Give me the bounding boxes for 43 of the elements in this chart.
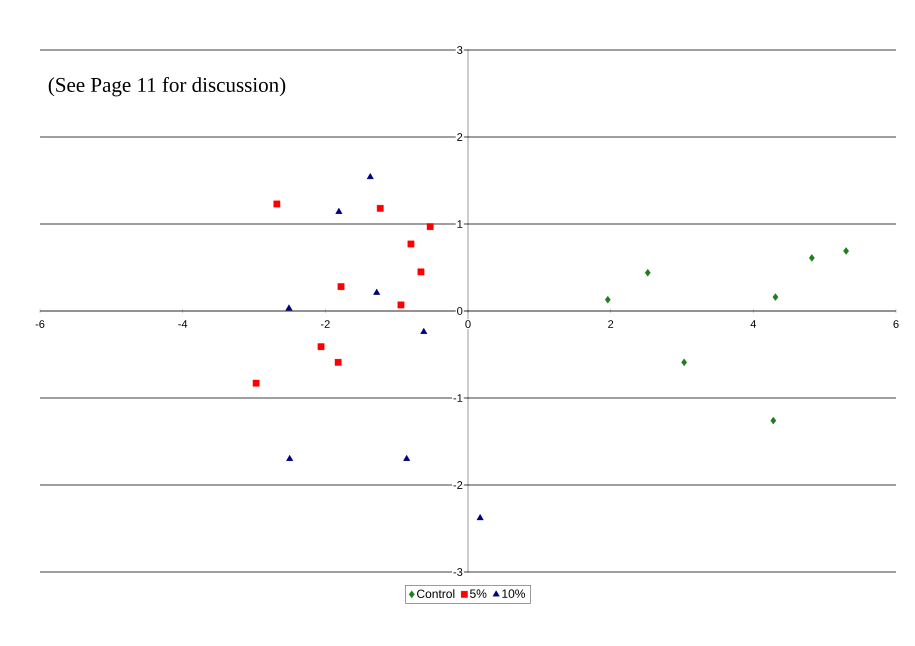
- point: [604, 296, 611, 304]
- point: [403, 454, 410, 461]
- point: [398, 302, 404, 308]
- point: [338, 283, 344, 290]
- x-tick-label: -6: [36, 320, 44, 328]
- y-tick-label: -2: [454, 481, 462, 489]
- point: [334, 358, 342, 366]
- point: [408, 240, 414, 248]
- y-tick-label: 0: [457, 307, 462, 315]
- point: [681, 358, 688, 366]
- x-tick-label: 6: [894, 320, 899, 328]
- point: [843, 247, 849, 255]
- point: [335, 208, 342, 214]
- point: [808, 254, 815, 262]
- point: [273, 200, 280, 208]
- point: [376, 204, 384, 212]
- y-tick-label: 3: [457, 46, 462, 54]
- point: [252, 380, 260, 387]
- x-tick-label: 0: [465, 320, 471, 328]
- y-tick-label: -1: [454, 394, 462, 402]
- point: [285, 304, 292, 310]
- x-tick-label: 4: [750, 320, 756, 328]
- point: [426, 223, 434, 230]
- x-tick-label: -4: [178, 320, 188, 328]
- point: [286, 454, 294, 461]
- x-tick-label: 2: [608, 320, 614, 328]
- point: [770, 416, 776, 424]
- annotation: (See Page 11 for discussion): [48, 77, 286, 96]
- y-tick-label: -3: [454, 568, 462, 576]
- legend-label: 10%: [502, 589, 526, 598]
- y-tick-label: 1: [458, 220, 462, 228]
- x-tick-label: -2: [320, 320, 330, 328]
- point: [373, 288, 380, 295]
- point: [772, 293, 778, 301]
- point: [318, 343, 324, 350]
- point: [644, 268, 651, 277]
- legend-label: Control: [417, 589, 454, 598]
- point: [476, 514, 484, 520]
- y-tick-label: 2: [457, 133, 462, 141]
- legend-label: 5%: [470, 589, 486, 598]
- point: [366, 173, 374, 180]
- point: [420, 328, 428, 334]
- point: [418, 268, 424, 276]
